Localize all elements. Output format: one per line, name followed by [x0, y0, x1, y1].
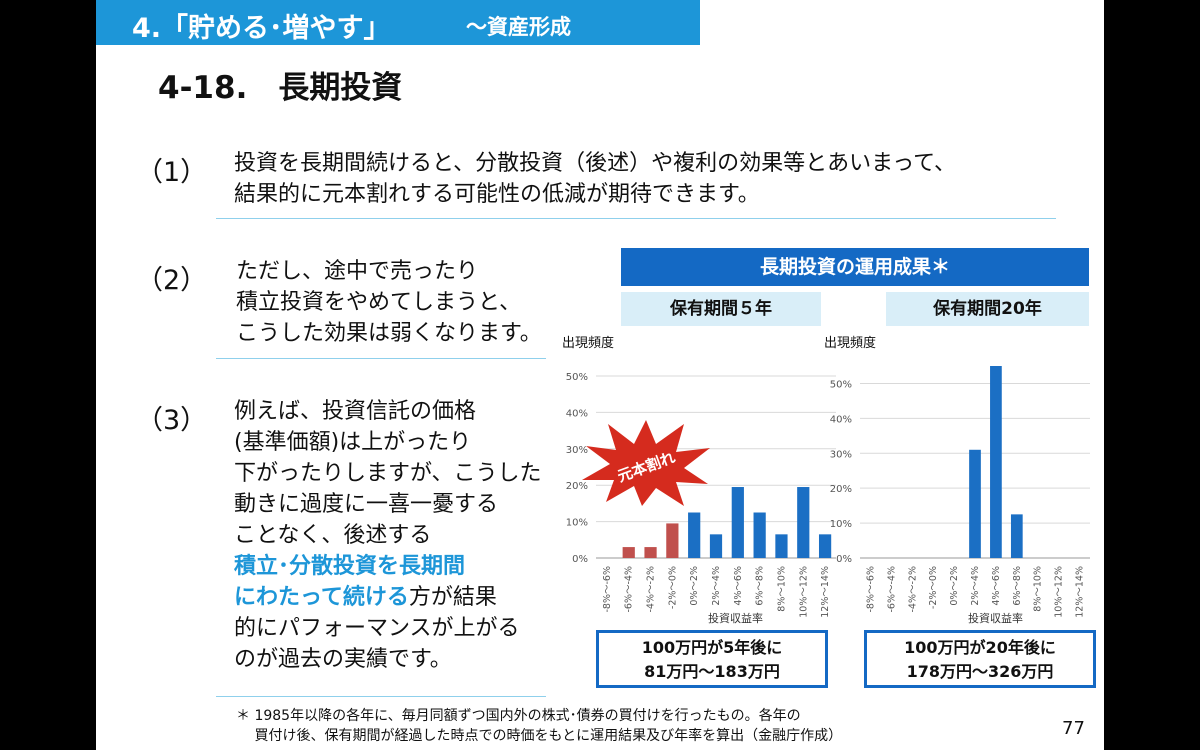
x-tick-label: 12%～14% — [820, 566, 831, 618]
bar — [753, 512, 766, 558]
y-tick-label: 40% — [566, 408, 588, 419]
chart-20y-ylabel: 出現頻度 — [824, 336, 877, 351]
x-tick-label: -2%～0% — [667, 566, 678, 609]
point-1-number: （1） — [136, 157, 208, 188]
footnote: ＊ 1985年以降の各年に、毎月同額ずつ国内外の株式･債券の買付けを行ったもの。… — [236, 706, 842, 746]
point-1-text: 投資を長期間続けると、分散投資（後述）や複利の効果等とあいまって、 結果的に元本… — [234, 148, 956, 210]
outcome-line: 81万円～183万円 — [644, 662, 780, 681]
divider — [216, 696, 546, 697]
bar — [709, 534, 723, 558]
x-tick-label: 8%～10% — [1033, 566, 1044, 612]
bar — [1010, 514, 1023, 558]
loss-burst: 元本割れ — [582, 420, 710, 506]
x-tick-label: 0%～2% — [689, 566, 700, 606]
point-3-text: 例えば、投資信託の価格 (基準価額)は上がったり 下がったりしますが、こうした … — [234, 396, 542, 675]
y-tick-label: 20% — [830, 484, 852, 495]
y-tick-label: 30% — [830, 449, 852, 460]
chart-5y-ylabel: 出現頻度 — [562, 336, 615, 351]
divider — [216, 218, 1056, 219]
y-tick-label: 50% — [830, 379, 852, 390]
y-tick-label: 0% — [572, 554, 588, 565]
chart-20y-xlabel: 投資収益率 — [968, 612, 1023, 625]
y-tick-label: 10% — [830, 519, 852, 530]
chart-5y-title: 保有期間５年 — [621, 292, 821, 326]
x-tick-label: 8%～10% — [776, 566, 787, 612]
x-tick-label: 6%～8% — [1012, 566, 1023, 606]
section-banner: 4.「貯める･増やす」 ～資産形成 — [96, 0, 700, 45]
x-tick-label: -4%～-2% — [646, 566, 657, 613]
text-line: (基準価額)は上がったり — [234, 430, 472, 455]
x-tick-label: -6%～-4% — [886, 566, 897, 613]
chart-20y: 0% 10% 20% 30% 40% 50% -8%～-6% -6%～-4% -4%～-2% -2… — [830, 366, 1090, 618]
outcome-line: 178万円～326万円 — [906, 662, 1054, 681]
outcome-line: 100万円が5年後に — [641, 638, 783, 657]
bar — [969, 449, 981, 558]
chart-title: 長期投資の運用成果＊ — [621, 248, 1089, 286]
page-number: 77 — [1062, 718, 1085, 739]
text-line: 結果的に元本割れする可能性の低減が期待できます。 — [234, 182, 760, 207]
bar — [797, 487, 810, 558]
outcome-line: 100万円が20年後に — [904, 638, 1056, 657]
text-line: 例えば、投資信託の価格 — [234, 399, 477, 424]
text-line: のが過去の実績です。 — [234, 647, 452, 672]
x-tick-label: -4%～-2% — [907, 566, 918, 613]
text-line: ただし、途中で売ったり — [236, 259, 479, 284]
text-fragment: 方が結果 — [408, 585, 497, 610]
bar — [990, 366, 1002, 558]
highlight-text: 積立･分散投資を長期間 — [234, 554, 466, 579]
y-tick-label: 30% — [566, 445, 588, 456]
section-title: 4.「貯める･増やす」 — [132, 13, 391, 44]
bar — [666, 523, 679, 558]
text-line: 動きに過度に一喜一憂する — [234, 492, 499, 517]
text-line: 下がったりしますが、こうした — [234, 461, 542, 486]
text-line: ことなく、後述する — [234, 523, 432, 548]
x-tick-label: 2%～4% — [711, 566, 722, 606]
x-tick-label: 4%～6% — [991, 566, 1002, 606]
bar — [622, 547, 635, 558]
divider — [216, 358, 546, 359]
text-line: こうした効果は弱くなります。 — [236, 321, 542, 346]
chart-5y: 0% 10% 20% 30% 40% 50% -8%～-6% -6%～-4% -4%～-2% -2… — [566, 372, 836, 618]
outcome-20y: 100万円が20年後に 178万円～326万円 — [864, 630, 1096, 688]
x-tick-label: -8%～-6% — [865, 566, 876, 613]
bar — [818, 534, 832, 558]
x-tick-label: -2%～0% — [928, 566, 939, 609]
bar — [731, 487, 744, 558]
x-tick-label: 4%～6% — [733, 566, 744, 606]
text-line: 的にパフォーマンスが上がる — [234, 616, 520, 641]
y-tick-label: 0% — [836, 554, 852, 565]
x-tick-label: 12%～14% — [1075, 566, 1086, 618]
slide: 4.「貯める･増やす」 ～資産形成 4-18. 長期投資 （1） 投資を長期間続… — [96, 0, 1104, 750]
x-tick-label: 0%～2% — [949, 566, 960, 606]
highlight-text: にわたって続ける — [234, 585, 409, 610]
x-tick-label: 2%～4% — [970, 566, 981, 606]
text-line: 積立投資をやめてしまうと、 — [236, 290, 522, 315]
bar — [644, 547, 657, 558]
y-tick-label: 20% — [566, 481, 588, 492]
point-2-text: ただし、途中で売ったり 積立投資をやめてしまうと、 こうした効果は弱くなります。 — [236, 256, 542, 349]
point-2-number: （2） — [136, 265, 208, 296]
x-tick-label: -6%～-4% — [624, 566, 635, 613]
footnote-line: 買付け後、保有期間が経過した時点での時価をもとに運用結果及び年率を算出（金融庁作… — [236, 728, 843, 744]
text-line: 投資を長期間続けると、分散投資（後述）や複利の効果等とあいまって、 — [234, 151, 957, 176]
x-tick-label: 10%～12% — [798, 566, 809, 618]
x-tick-label: 6%～8% — [755, 566, 766, 606]
chart-20y-title: 保有期間20年 — [886, 292, 1089, 326]
x-tick-label: 10%～12% — [1054, 566, 1065, 618]
bar — [688, 512, 701, 558]
section-subtitle: ～資産形成 — [466, 15, 571, 39]
footnote-line: ＊ 1985年以降の各年に、毎月同額ずつ国内外の株式･債券の買付けを行ったもの。… — [236, 708, 801, 724]
bar — [775, 534, 788, 558]
chart-5y-xlabel: 投資収益率 — [708, 612, 763, 625]
y-tick-label: 50% — [566, 372, 588, 383]
point-3-number: （3） — [136, 405, 208, 436]
y-tick-label: 10% — [566, 518, 588, 529]
outcome-5y: 100万円が5年後に 81万円～183万円 — [596, 630, 828, 688]
x-tick-label: -8%～-6% — [602, 566, 613, 613]
page-title: 4-18. 長期投資 — [158, 70, 403, 106]
y-tick-label: 40% — [830, 414, 852, 425]
burst-shape — [582, 420, 710, 506]
